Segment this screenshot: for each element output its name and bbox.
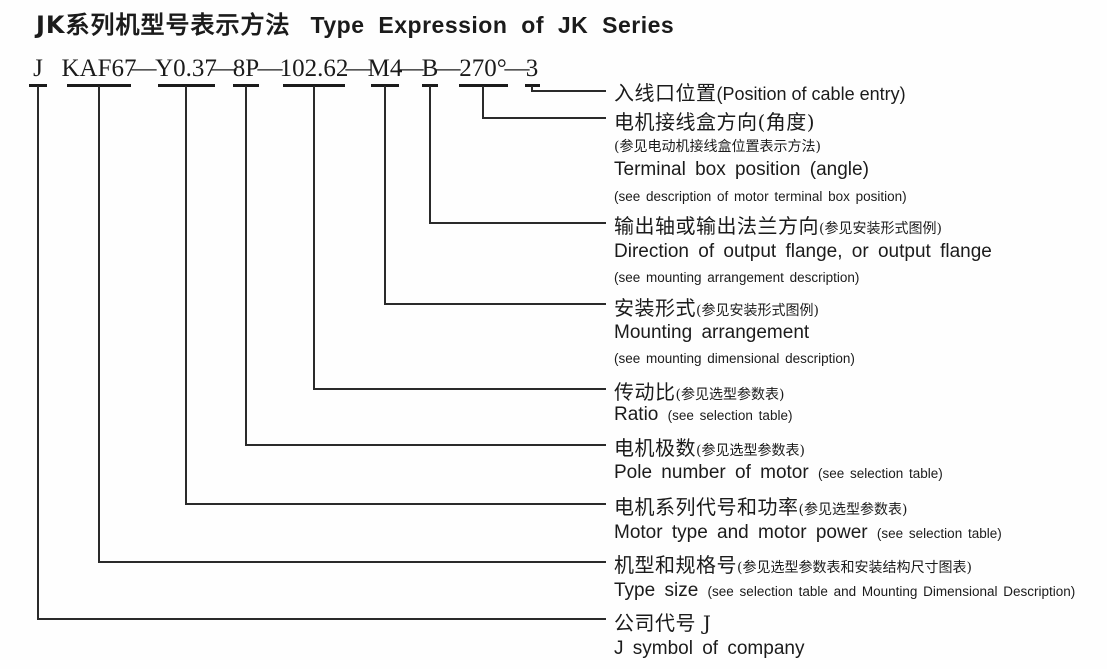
segment-underline xyxy=(422,84,438,87)
label-ratio-zh: 传动比(参见选型参数表) xyxy=(614,380,785,404)
code-segment-mounting: M4 xyxy=(367,55,403,82)
page-title: JK系列机型号表示方法 Type Expression of JK Series xyxy=(36,5,674,40)
label-terminal-box-zh: 电机接线盒方向(角度) xyxy=(614,110,816,134)
label-output-dir-en-note: (see mounting arrangement description) xyxy=(614,270,860,285)
connector-type-size xyxy=(98,561,606,563)
connector-cable-entry xyxy=(531,86,533,92)
label-mounting-en: Mounting arrangement xyxy=(614,322,810,343)
connector-mounting xyxy=(384,86,386,305)
code-segment-motor-power: Y0.37 xyxy=(155,55,217,82)
label-company-zh: 公司代号 J xyxy=(614,611,712,635)
code-separator: — xyxy=(131,55,157,82)
label-terminal-box-en-note: (see description of motor terminal box p… xyxy=(614,189,907,204)
connector-cable-entry xyxy=(531,90,606,92)
label-mounting-en-note: (see mounting dimensional description) xyxy=(614,351,855,366)
title-english: Type Expression of JK Series xyxy=(310,12,675,38)
segment-underline xyxy=(233,84,259,87)
code-separator: — xyxy=(398,55,424,82)
code-segment-cable-entry: 3 xyxy=(525,55,539,82)
segment-underline xyxy=(283,84,345,87)
connector-company xyxy=(37,618,606,620)
label-motor-power-zh: 电机系列代号和功率(参见选型参数表) xyxy=(614,495,908,519)
connector-type-size xyxy=(98,86,100,563)
connector-output-dir xyxy=(429,222,606,224)
connector-ratio xyxy=(313,388,606,390)
code-segment-type-size: KAF67 xyxy=(61,55,137,82)
code-separator: — xyxy=(257,55,283,82)
connector-ratio xyxy=(313,86,315,390)
label-terminal-box-en: Terminal box position (angle) xyxy=(614,159,869,180)
connector-mounting xyxy=(384,303,606,305)
connector-terminal-box xyxy=(482,117,606,119)
segment-underline xyxy=(459,84,508,87)
code-segment-output-dir: B xyxy=(421,55,439,82)
label-poles-zh: 电机极数(参见选型参数表) xyxy=(614,436,805,460)
label-output-dir-zh: 输出轴或输出法兰方向(参见安装形式图例) xyxy=(614,214,942,238)
code-segment-poles: 8P xyxy=(232,55,260,82)
label-output-dir-en: Direction of output flange, or output fl… xyxy=(614,241,992,262)
label-company-en: J symbol of company xyxy=(614,638,805,659)
code-separator: — xyxy=(504,55,530,82)
title-chinese: JK系列机型号表示方法 xyxy=(36,11,291,39)
connector-poles xyxy=(245,86,247,446)
code-segment-terminal-angle: 270° xyxy=(459,55,507,82)
connector-poles xyxy=(245,444,606,446)
label-poles-en: Pole number of motor (see selection tabl… xyxy=(614,462,943,483)
code-segment-company: J xyxy=(33,55,43,82)
segment-underline xyxy=(158,84,215,87)
segment-underline xyxy=(525,84,540,87)
code-separator: — xyxy=(435,55,461,82)
label-type-size-zh: 机型和规格号(参见选型参数表和安装结构尺寸图表) xyxy=(614,553,972,577)
code-separator: — xyxy=(211,55,237,82)
label-type-size-en: Type size (see selection table and Mount… xyxy=(614,580,1076,601)
code-segment-ratio: 102.62 xyxy=(279,55,349,82)
segment-underline xyxy=(29,84,47,87)
label-terminal-box-zh-note: (参见电动机接线盒位置表示方法) xyxy=(614,139,821,155)
label-mounting-zh: 安装形式(参见安装形式图例) xyxy=(614,296,819,320)
connector-company xyxy=(37,86,39,620)
connector-output-dir xyxy=(429,86,431,224)
code-separator: — xyxy=(345,55,371,82)
segment-underline xyxy=(67,84,131,87)
label-motor-power-en: Motor type and motor power (see selectio… xyxy=(614,522,1002,543)
label-cable-entry-zh: 入线口位置(Position of cable entry) xyxy=(614,81,906,105)
connector-terminal-box xyxy=(482,86,484,119)
connector-motor-power xyxy=(185,503,606,505)
segment-underline xyxy=(371,84,399,87)
label-ratio-en: Ratio (see selection table) xyxy=(614,404,793,425)
connector-motor-power xyxy=(185,86,187,505)
